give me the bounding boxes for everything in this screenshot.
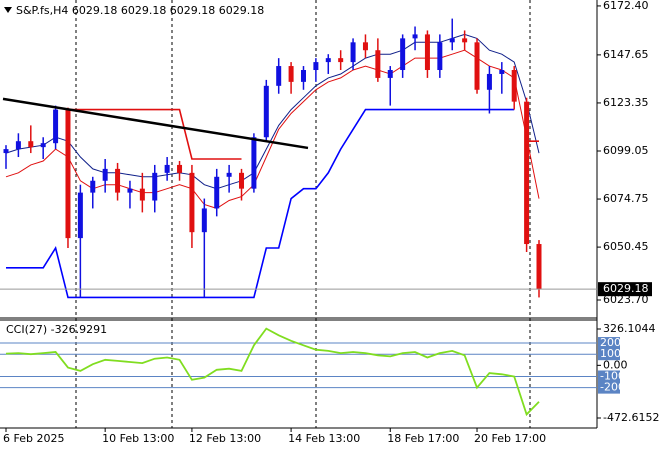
candle-body (263, 85, 269, 138)
candle-body (424, 34, 430, 71)
level-box (598, 370, 620, 383)
candle-body (338, 58, 344, 63)
candle-body (15, 141, 21, 150)
candle-body (115, 168, 121, 193)
candle-body (239, 172, 245, 189)
level-box (598, 337, 620, 350)
candle-body (201, 208, 207, 233)
y-tick-label: 6074.75 (603, 192, 649, 205)
candle-body (499, 70, 505, 74)
last-price-box (598, 282, 652, 297)
candle-body (127, 188, 133, 193)
level-box (598, 381, 620, 394)
candle-body (139, 188, 145, 201)
y-tick-label: 326.1044 (603, 322, 656, 335)
x-tick-label: 20 Feb 17:00 (474, 432, 546, 445)
trendline (2, 97, 309, 150)
candle-body (486, 73, 492, 90)
indicator-title: CCI(27) -326.9291 (6, 323, 107, 336)
y-tick-label: 6123.35 (603, 96, 649, 109)
y-tick-label: -472.6152 (603, 411, 659, 424)
candle-body (53, 109, 59, 144)
candle-body (511, 70, 517, 102)
candle-body (400, 38, 406, 71)
header-icon (4, 7, 12, 13)
y-tick-label: 0.00 (603, 358, 628, 371)
candle-body (40, 143, 46, 148)
candle-body (288, 66, 294, 82)
candle-body (276, 66, 282, 86)
y-tick-label: 6050.45 (603, 240, 649, 253)
x-tick-label: 12 Feb 13:00 (189, 432, 261, 445)
candle-body (362, 42, 368, 51)
candle-body (536, 244, 542, 290)
chart-title: S&P.fs,H4 6029.18 6029.18 6029.18 6029.1… (16, 4, 264, 17)
candle-body (437, 42, 443, 71)
y-tick-label: 6172.40 (603, 0, 649, 12)
candle-body (524, 101, 530, 245)
candle-body (177, 164, 183, 173)
candle-body (65, 109, 71, 239)
candle-body (462, 38, 468, 43)
candle-body (313, 62, 319, 71)
candle-body (214, 176, 220, 209)
candle-body (300, 70, 306, 82)
level-label: 200 (600, 336, 621, 349)
overlay-line (6, 108, 515, 299)
day-separators (75, 0, 531, 428)
y-tick-label: 6147.65 (603, 48, 649, 61)
candle-body (375, 50, 381, 78)
candle-body (325, 58, 331, 63)
candle-body (189, 172, 195, 233)
last-price-label: 6029.18 (603, 282, 649, 295)
x-tick-label: 14 Feb 13:00 (288, 432, 360, 445)
x-tick-label: 10 Feb 13:00 (102, 432, 174, 445)
candle-body (387, 70, 393, 78)
level-label: -100 (600, 369, 625, 382)
level-label: 100 (600, 347, 621, 360)
candle-body (152, 172, 158, 201)
y-tick-label: 6099.05 (603, 144, 649, 157)
candle-body (474, 42, 480, 90)
candle-body (90, 180, 96, 193)
candle-body (28, 141, 34, 148)
candle-body (102, 168, 108, 181)
candle-body (77, 192, 83, 239)
candle-body (251, 137, 257, 189)
level-box (598, 348, 620, 361)
candle-body (3, 149, 9, 154)
candle-body (350, 42, 356, 63)
y-tick-label: 6023.70 (603, 293, 649, 306)
x-tick-label: 6 Feb 2025 (3, 432, 64, 445)
level-label: -200 (600, 381, 625, 394)
x-tick-label: 18 Feb 17:00 (387, 432, 459, 445)
candle-body (164, 164, 170, 173)
cci-line (5, 327, 540, 417)
candle-body (412, 34, 418, 39)
candle-body (449, 38, 455, 43)
candle-body (226, 172, 232, 177)
